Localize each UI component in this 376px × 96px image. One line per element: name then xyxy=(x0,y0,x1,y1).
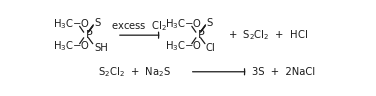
Text: H$_3$C$-$O: H$_3$C$-$O xyxy=(165,39,202,53)
Text: 3S  +  2NaCl: 3S + 2NaCl xyxy=(252,67,315,77)
Text: S$_2$Cl$_2$  +  Na$_2$S: S$_2$Cl$_2$ + Na$_2$S xyxy=(98,65,171,79)
Text: H$_3$C$-$O: H$_3$C$-$O xyxy=(53,39,90,53)
Text: H$_3$C$-$O: H$_3$C$-$O xyxy=(53,17,90,31)
Text: S: S xyxy=(206,18,213,28)
Text: +  S$_2$Cl$_2$  +  HCl: + S$_2$Cl$_2$ + HCl xyxy=(228,28,308,42)
Text: Cl: Cl xyxy=(206,43,215,53)
Text: P: P xyxy=(198,30,205,40)
Text: P: P xyxy=(85,30,92,40)
Text: H$_3$C$-$O: H$_3$C$-$O xyxy=(165,17,202,31)
Text: excess  Cl$_2$: excess Cl$_2$ xyxy=(111,19,167,33)
Text: SH: SH xyxy=(94,43,108,53)
Text: S: S xyxy=(94,18,100,28)
